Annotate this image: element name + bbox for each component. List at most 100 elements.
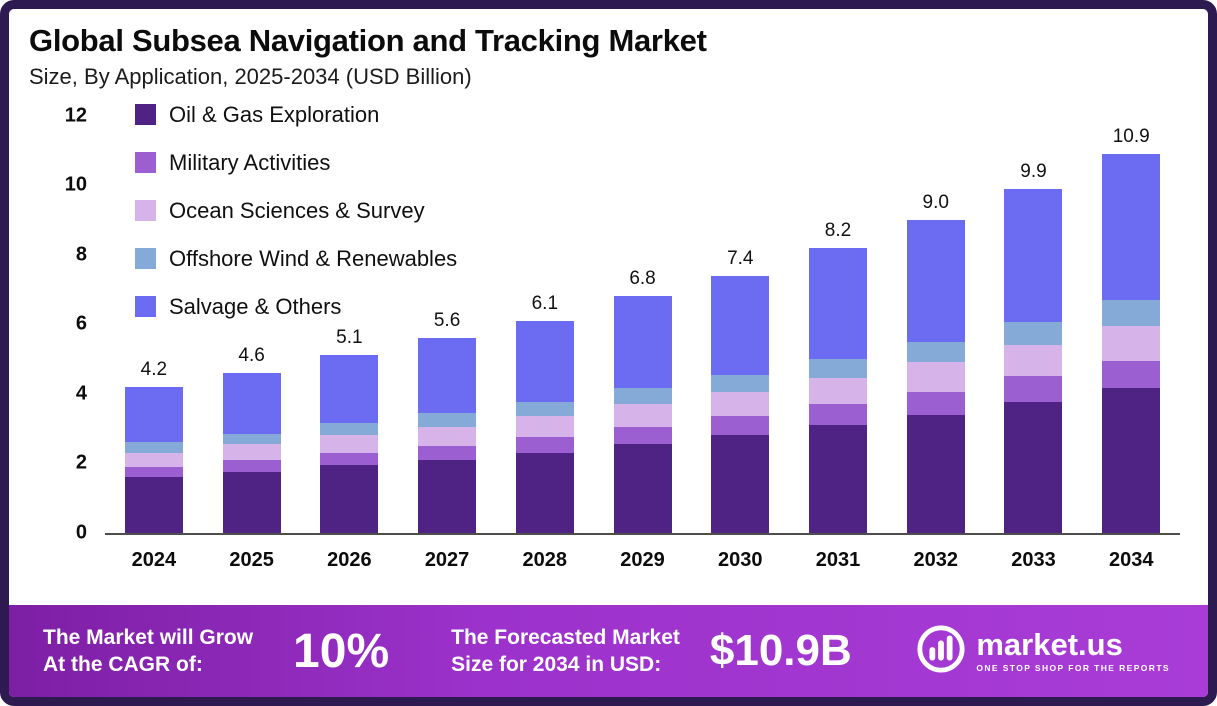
bar-column-2032: 9.0 xyxy=(887,118,985,533)
bars-row: 4.2 4.6 5.1 5.6 6.1 6.8 7.4 8.2 9.0 9.9 10.9 xyxy=(105,118,1180,533)
bar-segment-offshore-wind-renewables[interactable] xyxy=(1004,322,1063,345)
brand-tagline: ONE STOP SHOP FOR THE REPORTS xyxy=(976,663,1170,674)
bar-segment-ocean-sciences-survey[interactable] xyxy=(613,404,672,427)
bar-segment-oil-gas-exploration[interactable] xyxy=(515,452,574,533)
legend-swatch xyxy=(135,200,156,222)
bar-segment-military-activities[interactable] xyxy=(1004,376,1063,403)
bar-segment-oil-gas-exploration[interactable] xyxy=(1004,402,1063,533)
bar-segment-military-activities[interactable] xyxy=(418,445,477,460)
bar-segment-oil-gas-exploration[interactable] xyxy=(613,444,672,533)
forecast-label-line1: The Forecasted Market xyxy=(451,625,680,649)
bar-segment-ocean-sciences-survey[interactable] xyxy=(1102,325,1161,361)
stacked-bar-2026[interactable] xyxy=(320,355,379,533)
bar-segment-ocean-sciences-survey[interactable] xyxy=(711,391,770,417)
bar-segment-salvage-others[interactable] xyxy=(711,275,770,375)
stacked-bar-2030[interactable] xyxy=(711,275,770,533)
bar-segment-ocean-sciences-survey[interactable] xyxy=(515,416,574,438)
bar-segment-oil-gas-exploration[interactable] xyxy=(124,477,183,533)
bar-segment-ocean-sciences-survey[interactable] xyxy=(809,378,867,405)
stacked-bar-2032[interactable] xyxy=(906,219,965,533)
forecast-label: The Forecasted Market Size for 2034 in U… xyxy=(451,624,680,679)
x-axis-label: 2034 xyxy=(1108,548,1154,571)
y-tick-label: 8 xyxy=(75,243,87,266)
bar-segment-offshore-wind-renewables[interactable] xyxy=(711,374,770,392)
bar-segment-ocean-sciences-survey[interactable] xyxy=(906,362,965,392)
bar-segment-military-activities[interactable] xyxy=(613,426,672,445)
x-axis-label: 2028 xyxy=(522,548,568,571)
bar-segment-salvage-others[interactable] xyxy=(222,372,281,434)
bar-total-label: 4.6 xyxy=(238,344,265,366)
stacked-bar-2031[interactable] xyxy=(809,247,867,533)
stacked-bar-2033[interactable] xyxy=(1004,188,1063,533)
bar-segment-salvage-others[interactable] xyxy=(418,338,477,413)
bar-segment-offshore-wind-renewables[interactable] xyxy=(418,412,477,427)
stacked-bar-2027[interactable] xyxy=(418,338,477,533)
bar-segment-offshore-wind-renewables[interactable] xyxy=(809,358,867,379)
bar-segment-military-activities[interactable] xyxy=(124,466,183,478)
legend: Oil & Gas Exploration Military Activitie… xyxy=(135,102,457,320)
y-tick-label: 4 xyxy=(75,382,87,405)
bar-segment-ocean-sciences-survey[interactable] xyxy=(124,452,183,467)
bar-segment-military-activities[interactable] xyxy=(222,459,281,472)
bar-segment-offshore-wind-renewables[interactable] xyxy=(222,433,281,445)
bar-segment-offshore-wind-renewables[interactable] xyxy=(906,341,965,363)
bar-segment-salvage-others[interactable] xyxy=(1004,188,1063,323)
legend-swatch xyxy=(135,152,156,174)
bar-segment-offshore-wind-renewables[interactable] xyxy=(124,442,183,453)
legend-item-oil-gas-exploration: Oil & Gas Exploration xyxy=(135,102,457,128)
marketus-logo[interactable]: market.us ONE STOP SHOP FOR THE REPORTS xyxy=(916,624,1170,679)
bar-column-2031: 8.2 xyxy=(789,118,887,533)
bar-segment-oil-gas-exploration[interactable] xyxy=(418,459,477,533)
x-axis-label: 2033 xyxy=(1011,548,1056,571)
bar-segment-offshore-wind-renewables[interactable] xyxy=(613,388,672,405)
bar-segment-military-activities[interactable] xyxy=(515,437,574,453)
legend-item-ocean-sciences-survey: Ocean Sciences & Survey xyxy=(135,198,457,224)
legend-label: Offshore Wind & Renewables xyxy=(169,245,458,271)
chart-header: Global Subsea Navigation and Tracking Ma… xyxy=(9,9,1208,90)
y-tick-label: 10 xyxy=(64,173,87,196)
bar-segment-salvage-others[interactable] xyxy=(320,355,379,424)
bar-column-2024: 4.2 xyxy=(105,118,203,533)
bar-segment-oil-gas-exploration[interactable] xyxy=(711,435,770,533)
cagr-label-line1: The Market will Grow xyxy=(43,625,254,649)
bar-segment-salvage-others[interactable] xyxy=(613,296,672,389)
bar-segment-oil-gas-exploration[interactable] xyxy=(809,424,867,533)
bar-segment-military-activities[interactable] xyxy=(1102,360,1161,389)
bar-segment-oil-gas-exploration[interactable] xyxy=(906,414,965,533)
bar-segment-salvage-others[interactable] xyxy=(124,386,183,443)
bar-segment-oil-gas-exploration[interactable] xyxy=(320,464,379,533)
bar-segment-military-activities[interactable] xyxy=(906,391,965,415)
marketus-logo-icon xyxy=(916,624,966,679)
bar-segment-military-activities[interactable] xyxy=(711,416,770,436)
stacked-bar-2025[interactable] xyxy=(222,372,281,533)
bar-total-label: 5.6 xyxy=(433,310,461,332)
bar-column-2034: 10.9 xyxy=(1082,118,1180,533)
stacked-bar-2034[interactable] xyxy=(1102,153,1161,533)
stacked-bar-2029[interactable] xyxy=(613,296,672,533)
bar-segment-military-activities[interactable] xyxy=(320,452,379,465)
y-tick-label: 6 xyxy=(75,312,87,335)
legend-swatch xyxy=(135,248,156,270)
bar-segment-ocean-sciences-survey[interactable] xyxy=(320,435,379,453)
bar-segment-offshore-wind-renewables[interactable] xyxy=(515,402,574,417)
bar-segment-offshore-wind-renewables[interactable] xyxy=(320,423,379,436)
bar-segment-ocean-sciences-survey[interactable] xyxy=(1004,345,1063,377)
bar-segment-salvage-others[interactable] xyxy=(1102,153,1161,300)
bar-column-2028: 6.1 xyxy=(496,118,594,533)
bar-segment-ocean-sciences-survey[interactable] xyxy=(418,426,477,446)
stacked-bar-2024[interactable] xyxy=(124,386,183,533)
bar-segment-offshore-wind-renewables[interactable] xyxy=(1102,299,1161,326)
bar-segment-salvage-others[interactable] xyxy=(809,247,867,359)
forecast-value: $10.9B xyxy=(709,626,852,675)
chart-title: Global Subsea Navigation and Tracking Ma… xyxy=(29,23,707,58)
bar-segment-oil-gas-exploration[interactable] xyxy=(222,471,281,533)
bar-segment-salvage-others[interactable] xyxy=(515,320,574,403)
bar-segment-salvage-others[interactable] xyxy=(906,219,965,342)
stacked-bar-2028[interactable] xyxy=(515,320,574,533)
bar-segment-oil-gas-exploration[interactable] xyxy=(1102,388,1161,533)
bar-segment-military-activities[interactable] xyxy=(809,404,867,425)
bar-segment-ocean-sciences-survey[interactable] xyxy=(222,444,281,460)
brand-text: market.us ONE STOP SHOP FOR THE REPORTS xyxy=(976,628,1170,674)
bar-total-label: 9.9 xyxy=(1020,160,1047,182)
